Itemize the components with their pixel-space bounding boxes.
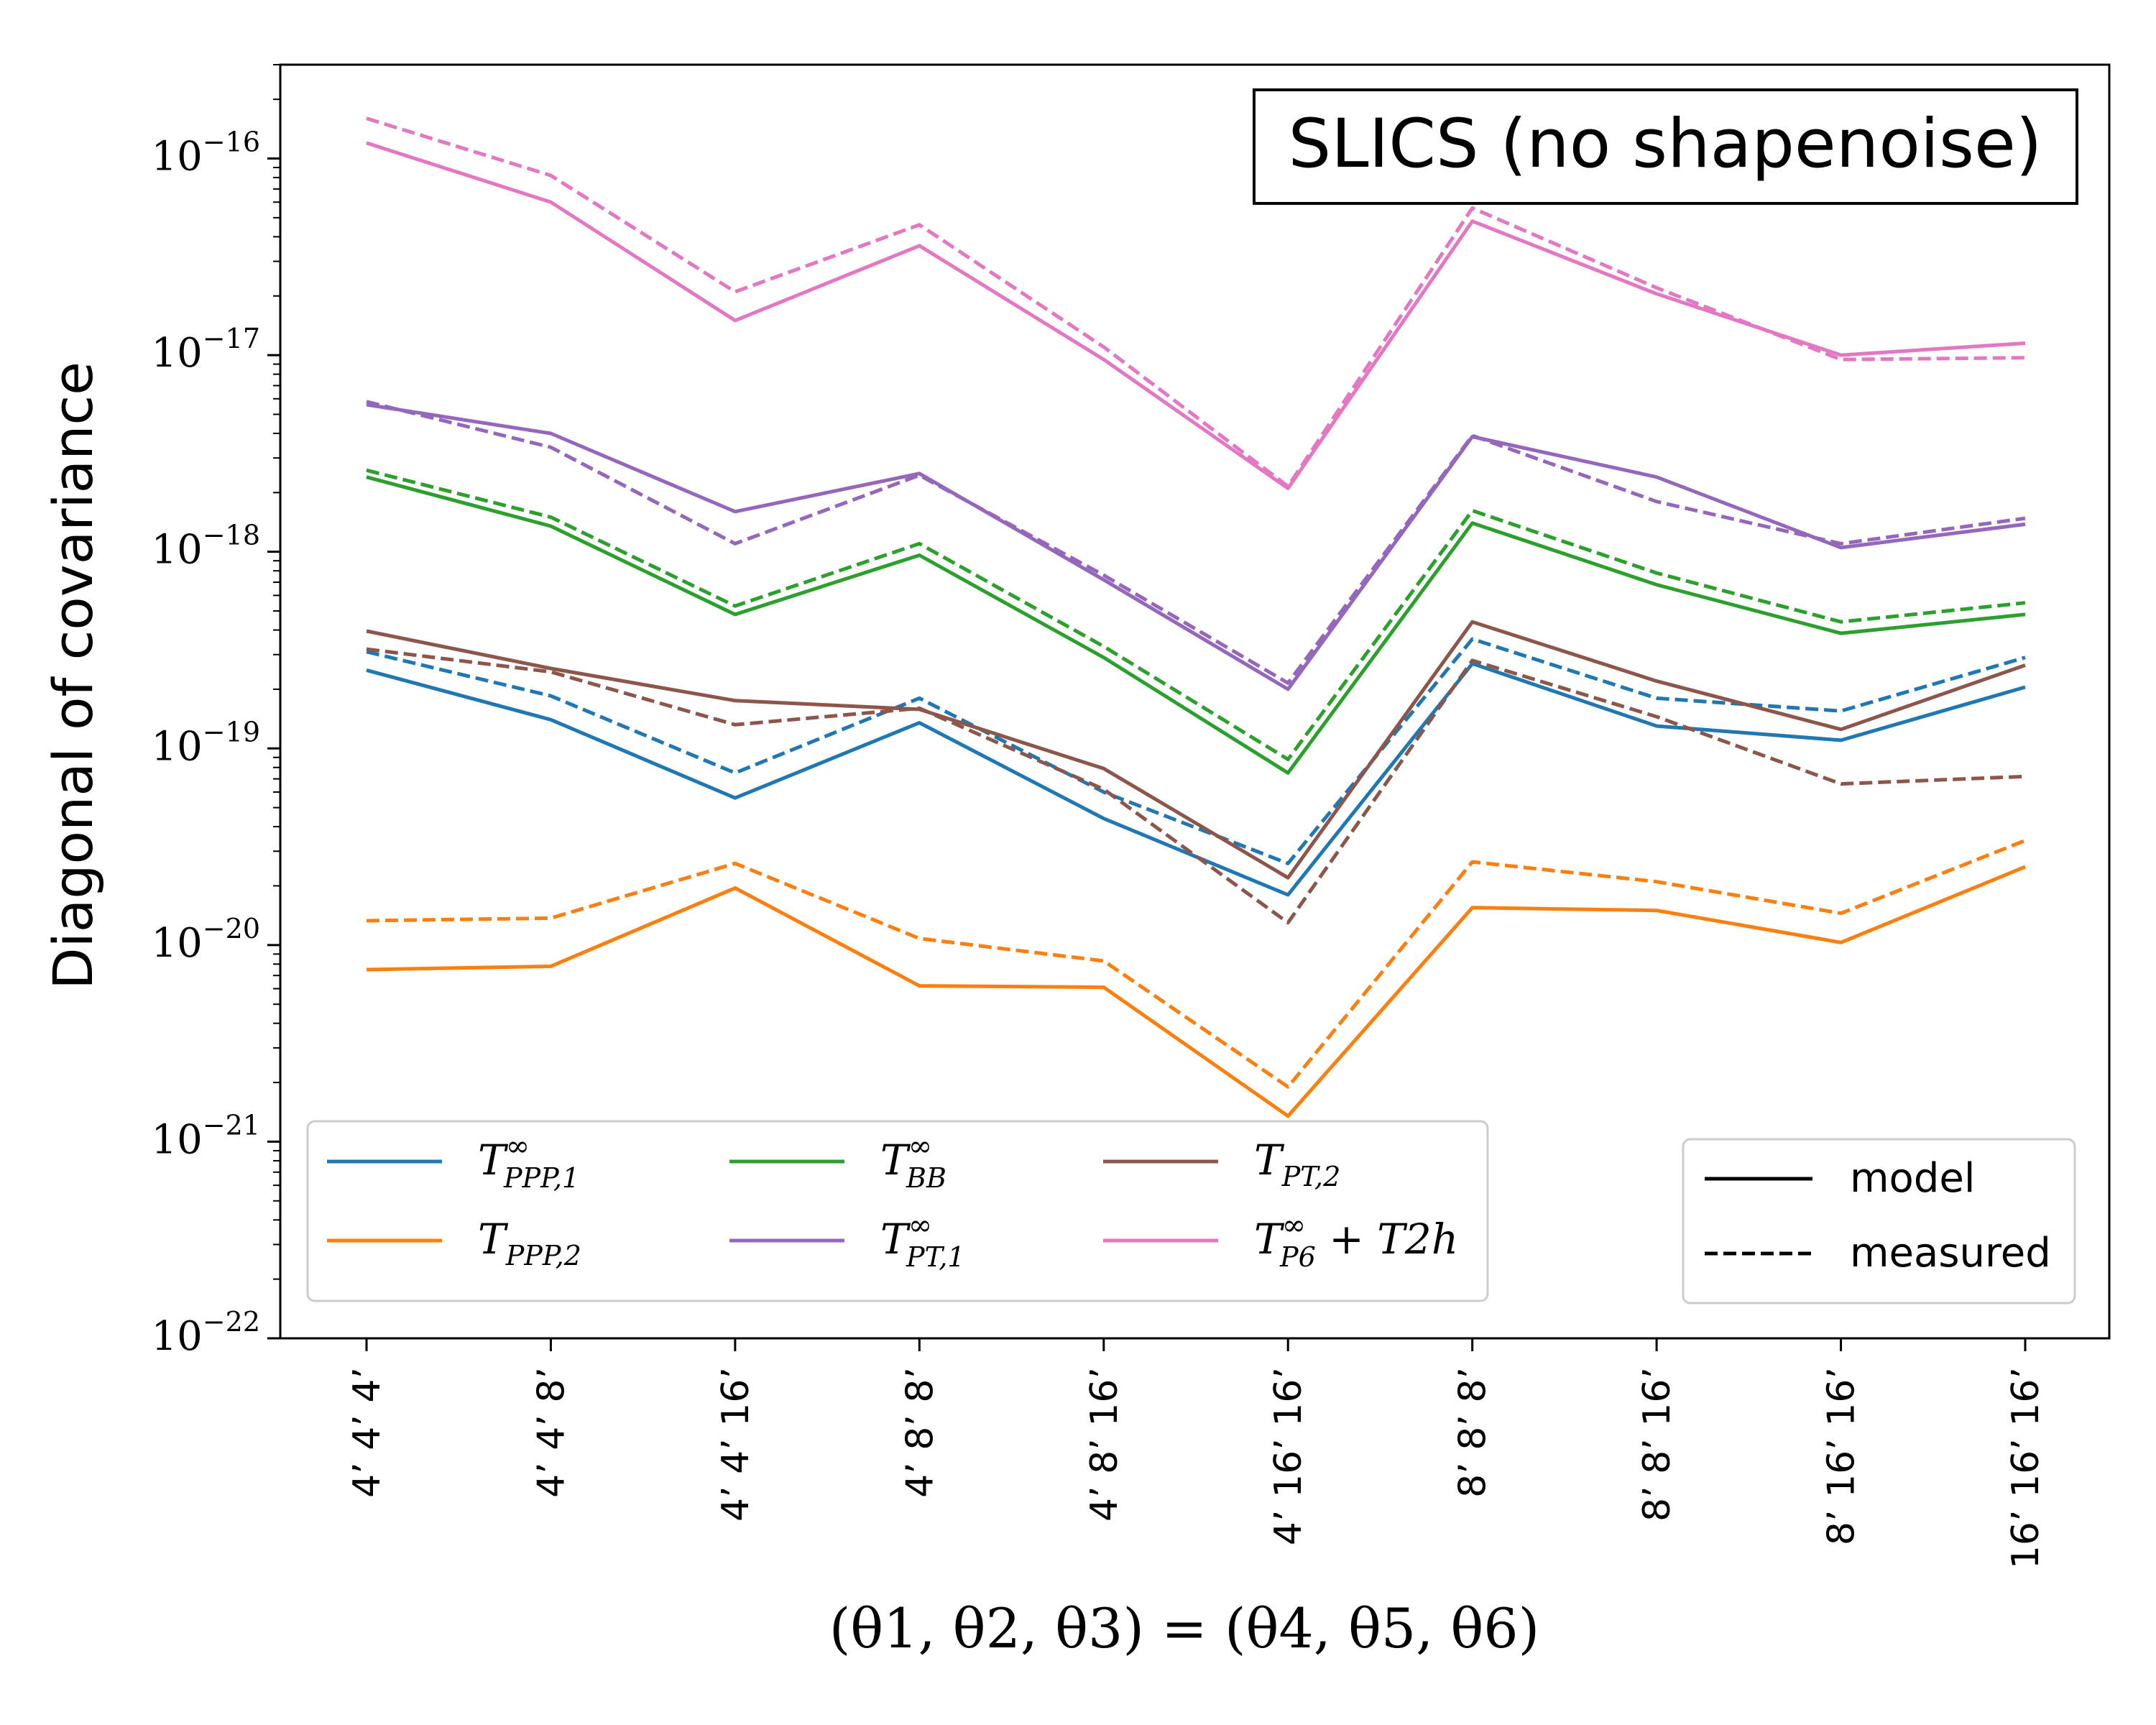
series-4-model-line	[366, 620, 2026, 880]
x-tick-label: 4’ 4’ 8’	[530, 1367, 573, 1498]
series-1-measured-line	[366, 839, 2026, 1089]
x-tick-label: 4’ 16’ 16’	[1267, 1367, 1310, 1545]
series-layer	[366, 116, 2026, 1118]
y-tick-exponent: −19	[203, 716, 260, 748]
legend-label-3: T∞ PT,1	[880, 1209, 965, 1273]
x-tick-label: 4’ 4’ 16’	[714, 1367, 757, 1522]
series-2-model-line	[366, 475, 2026, 775]
y-tick-label: 10−19	[152, 716, 260, 770]
series-3-measured-line	[366, 400, 2026, 685]
y-tick-base: 10	[152, 723, 203, 770]
x-tick-label: 4’ 8’ 16’	[1083, 1367, 1126, 1522]
y-tick-label: 10−22	[152, 1306, 260, 1360]
chart-title: SLICS (no shapenoise)	[1289, 105, 2042, 183]
x-tick-label: 8’ 8’ 16’	[1636, 1367, 1679, 1522]
legend-label-0: T∞ PPP,1	[478, 1130, 579, 1194]
y-tick-base: 10	[152, 1313, 203, 1360]
series-0-model-line	[366, 661, 2026, 897]
plot-frame	[279, 63, 2111, 1340]
y-tick-exponent: −16	[203, 126, 260, 158]
legend-series: T∞ PPP,1 TPPP,2 T∞ BB T∞ PT,1 TPT,2 T∞ P6 + T2h	[306, 1120, 1489, 1302]
legend-style: model measured	[1682, 1138, 2076, 1305]
legend-frame	[306, 1120, 1489, 1302]
y-tick-exponent: −22	[203, 1306, 260, 1338]
y-tick-exponent: −21	[203, 1109, 260, 1141]
series-1-model-line	[366, 865, 2026, 1118]
legend-label-5: T∞ P6 + T2h	[1254, 1209, 1458, 1273]
y-tick-label: 10−18	[152, 520, 260, 574]
axes-layer	[279, 63, 2111, 1340]
y-tick-exponent: −17	[203, 323, 260, 354]
y-tick-base: 10	[152, 527, 203, 574]
style-legend-label-model: model	[1850, 1155, 1975, 1202]
title-box: SLICS (no shapenoise)	[1253, 88, 2078, 205]
legend-label-1: TPPP,2	[478, 1215, 581, 1271]
x-tick-label: 4’ 4’ 4’	[346, 1367, 389, 1498]
x-axis-label: (θ1, θ2, θ3) = (θ4, θ5, θ6)	[829, 1596, 1540, 1660]
series-3-model-line	[366, 402, 2026, 691]
x-tick-label: 8’ 16’ 16’	[1820, 1367, 1864, 1545]
y-tick-base: 10	[152, 1116, 203, 1163]
y-tick-base: 10	[152, 134, 203, 180]
series-2-measured-line	[366, 468, 2026, 761]
y-tick-exponent: −18	[203, 520, 260, 551]
y-tick-label: 10−20	[152, 913, 260, 967]
x-tick-label: 8’ 8’ 8’	[1452, 1367, 1495, 1498]
y-tick-exponent: −20	[203, 913, 260, 944]
series-0-measured-line	[366, 637, 2026, 865]
y-tick-base: 10	[152, 330, 203, 377]
y-tick-label: 10−17	[152, 323, 260, 377]
y-axis-label: Diagonal of covariance	[41, 362, 105, 990]
series-5-measured-line	[366, 116, 2026, 489]
series-4-measured-line	[366, 647, 2026, 925]
title-frame	[1253, 88, 2078, 205]
x-tick-label: 16’ 16’ 16’	[2004, 1367, 2047, 1569]
style-legend-label-measured: measured	[1850, 1230, 2051, 1276]
legend-label-2: T∞ BB	[880, 1130, 946, 1194]
y-tick-base: 10	[152, 920, 203, 967]
y-tick-label: 10−21	[152, 1109, 260, 1163]
legend-label-4: TPT,2	[1254, 1136, 1340, 1192]
x-tick-label: 4’ 8’ 8’	[898, 1367, 941, 1498]
y-tick-label: 10−16	[152, 126, 260, 180]
